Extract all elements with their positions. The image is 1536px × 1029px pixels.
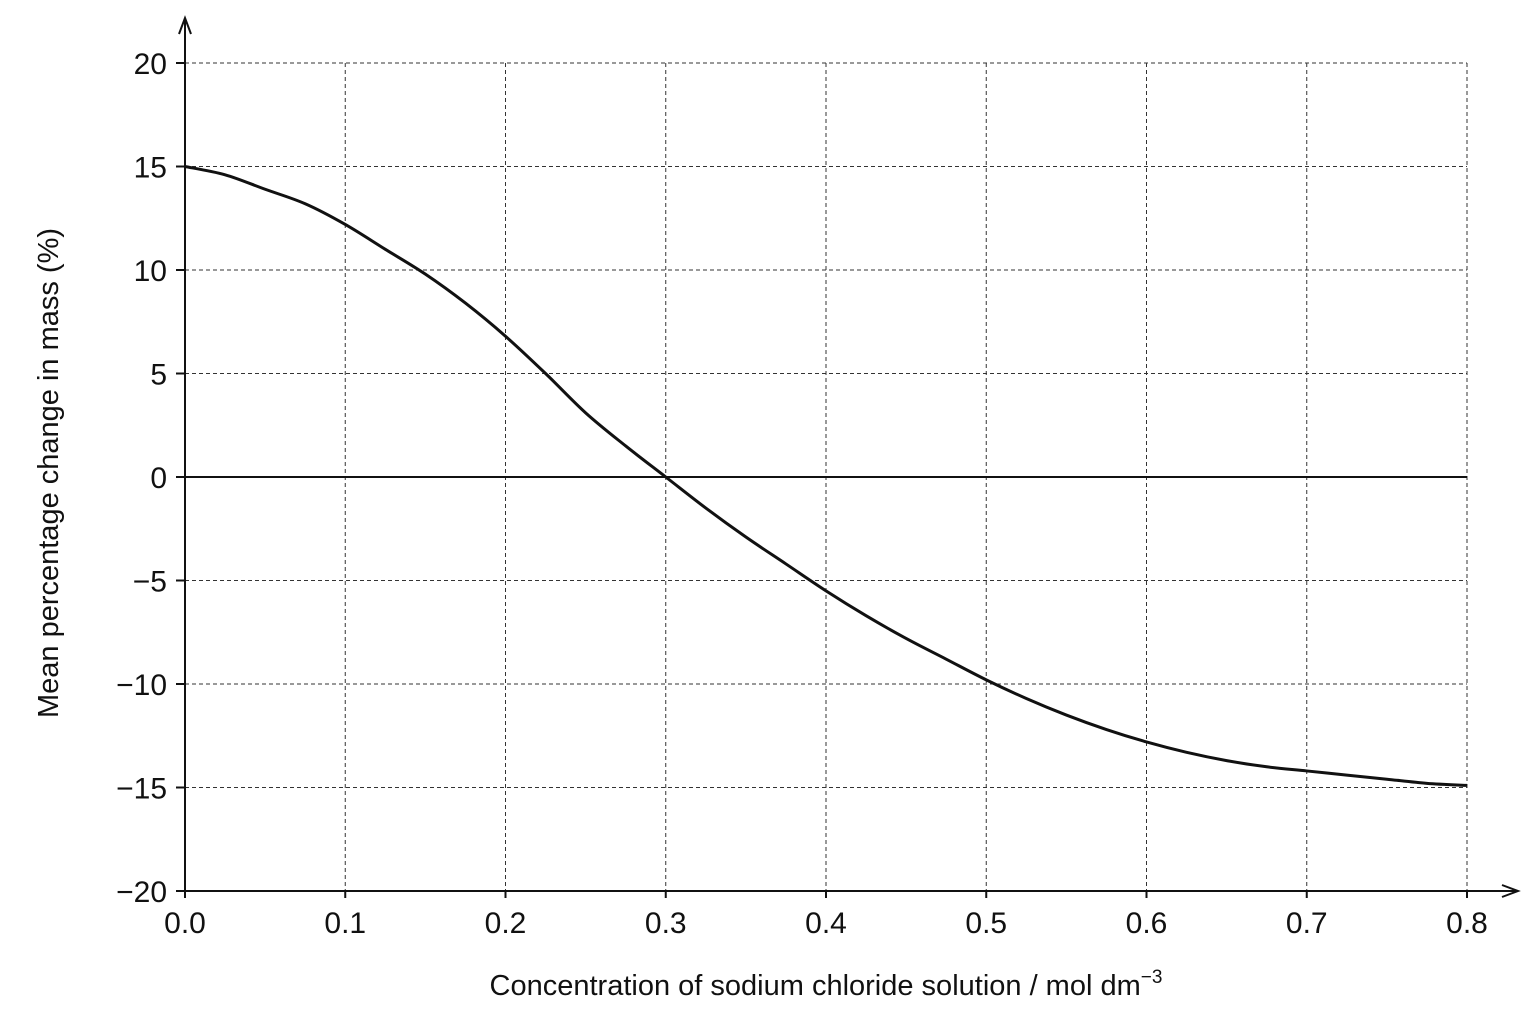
data-point bbox=[1225, 759, 1228, 762]
data-point bbox=[424, 273, 427, 276]
data-point bbox=[704, 507, 707, 510]
data-point bbox=[1025, 697, 1028, 700]
data-point bbox=[905, 637, 908, 640]
data-point bbox=[624, 444, 627, 447]
data-point bbox=[784, 562, 787, 565]
data-point bbox=[1305, 769, 1308, 772]
data-point bbox=[304, 202, 307, 205]
data-point bbox=[865, 614, 868, 617]
y-axis-title: Mean percentage change in mass (%) bbox=[33, 228, 65, 718]
y-tick-label: 0 bbox=[150, 462, 167, 495]
x-axis-title-superscript: −3 bbox=[1141, 967, 1163, 988]
y-axis-arrow bbox=[178, 15, 192, 35]
data-point bbox=[224, 173, 227, 176]
data-point bbox=[1345, 774, 1348, 777]
data-point bbox=[744, 536, 747, 539]
x-tick-label: 0.7 bbox=[1286, 907, 1328, 940]
x-tick-label: 0.0 bbox=[164, 907, 206, 940]
y-tick-label: −5 bbox=[133, 566, 167, 599]
data-point bbox=[1425, 782, 1428, 785]
data-point bbox=[1145, 740, 1148, 743]
x-axis-title-text: Concentration of sodium chloride solutio… bbox=[490, 970, 1141, 1002]
series bbox=[184, 165, 1469, 787]
x-tick-label: 0.4 bbox=[805, 907, 847, 940]
data-point bbox=[264, 188, 267, 191]
y-tick-label: −20 bbox=[116, 876, 167, 909]
data-point bbox=[664, 476, 667, 479]
x-tick-label: 0.8 bbox=[1446, 907, 1488, 940]
data-point bbox=[1065, 714, 1068, 717]
y-tick-label: −10 bbox=[116, 669, 167, 702]
data-point bbox=[1185, 751, 1188, 754]
data-point bbox=[945, 658, 948, 661]
data-point bbox=[1265, 765, 1268, 768]
x-tick-label: 0.3 bbox=[645, 907, 687, 940]
data-point bbox=[504, 335, 507, 338]
y-tick-label: 5 bbox=[150, 359, 167, 392]
y-tick-label: −15 bbox=[116, 773, 167, 806]
x-tick-label: 0.2 bbox=[485, 907, 527, 940]
data-point bbox=[464, 302, 467, 305]
tick-labels: 0.0 0.1 0.2 0.3 0.4 0.5 0.6 0.7 0.8 20 15 10 5 0 −5 −10… bbox=[116, 48, 1488, 940]
x-axis-title: Concentration of sodium chloride solutio… bbox=[490, 967, 1163, 1002]
data-point bbox=[985, 678, 988, 681]
data-point bbox=[344, 223, 347, 226]
y-tick-label: 20 bbox=[134, 48, 167, 81]
x-tick-label: 0.6 bbox=[1126, 907, 1168, 940]
data-point bbox=[184, 165, 187, 168]
y-tick-label: 10 bbox=[134, 255, 167, 288]
series-line bbox=[184, 165, 1468, 787]
x-axis-arrow bbox=[1501, 884, 1521, 898]
data-point bbox=[1385, 778, 1388, 781]
data-point bbox=[1466, 784, 1469, 787]
data-point bbox=[384, 248, 387, 251]
x-tick-label: 0.1 bbox=[324, 907, 366, 940]
axes bbox=[176, 15, 1521, 898]
data-point bbox=[825, 589, 828, 592]
data-point bbox=[1105, 728, 1108, 731]
data-point bbox=[584, 411, 587, 414]
data-point bbox=[544, 372, 547, 375]
y-tick-label: 15 bbox=[134, 152, 167, 185]
x-tick-label: 0.5 bbox=[965, 907, 1007, 940]
